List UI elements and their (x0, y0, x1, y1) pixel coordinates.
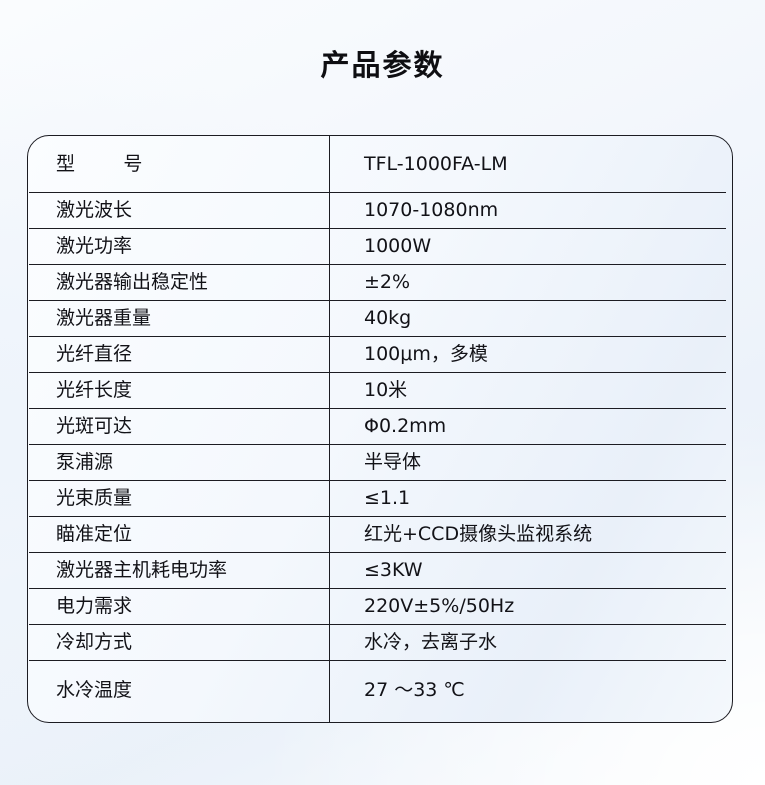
spec-value: 27 ～33 ℃ (364, 679, 465, 701)
table-row: 电力需求 220V±5%/50Hz (28, 588, 732, 624)
spec-label: 瞄准定位 (56, 522, 133, 545)
spec-value: 1070-1080nm (364, 198, 499, 221)
spec-table-panel: 型 号 TFL-1000FA-LM 激光波长 1070-1080nm 激光功率 1000W… (27, 135, 733, 723)
spec-value: 半导体 (364, 450, 422, 473)
spec-value: 红光+CCD摄像头监视系统 (364, 522, 593, 545)
row-divider (29, 516, 726, 517)
row-divider (29, 444, 726, 445)
spec-value: 40kg (364, 306, 412, 329)
row-divider (29, 624, 726, 625)
row-divider (29, 660, 726, 661)
spec-label: 泵浦源 (56, 450, 114, 473)
table-row: 激光功率 1000W (28, 228, 732, 264)
table-row: 激光器输出稳定性 ±2% (28, 264, 732, 300)
table-row: 水冷温度 27 ～33 ℃ (28, 660, 732, 722)
spec-label: 激光器主机耗电功率 (56, 558, 228, 581)
row-divider (29, 408, 726, 409)
spec-value: 水冷，去离子水 (364, 630, 498, 653)
table-row: 激光器重量 40kg (28, 300, 732, 336)
table-row: 光斑可达 Φ0.2mm (28, 408, 732, 444)
spec-label: 激光功率 (56, 234, 133, 257)
spec-table-rows: 型 号 TFL-1000FA-LM 激光波长 1070-1080nm 激光功率 1000W… (28, 136, 732, 722)
table-row: 瞄准定位 红光+CCD摄像头监视系统 (28, 516, 732, 552)
table-row: 光束质量 ≤1.1 (28, 480, 732, 516)
table-row: 冷却方式 水冷，去离子水 (28, 624, 732, 660)
row-divider (29, 588, 726, 589)
spec-value: 10米 (364, 378, 408, 401)
row-divider (29, 192, 726, 193)
spec-value: Φ0.2mm (364, 414, 447, 437)
spec-value: ≤3KW (364, 558, 423, 581)
spec-value: TFL-1000FA-LM (364, 152, 508, 175)
column-divider (329, 136, 330, 722)
spec-label: 水冷温度 (56, 679, 133, 701)
spec-label: 激光波长 (56, 198, 133, 221)
row-divider (29, 372, 726, 373)
table-row: 激光器主机耗电功率 ≤3KW (28, 552, 732, 588)
spec-label: 激光器输出稳定性 (56, 270, 209, 293)
table-row: 光纤直径 100μm，多模 (28, 336, 732, 372)
page-title: 产品参数 (320, 48, 445, 82)
row-divider (29, 552, 726, 553)
spec-label: 冷却方式 (56, 630, 133, 653)
table-row: 型 号 TFL-1000FA-LM (28, 136, 732, 192)
row-divider (29, 264, 726, 265)
row-divider (29, 228, 726, 229)
spec-value: ±2% (364, 270, 411, 293)
spec-label: 光纤直径 (56, 342, 133, 365)
spec-label: 电力需求 (56, 594, 133, 617)
spec-label: 光束质量 (56, 486, 133, 509)
spec-label: 光纤长度 (56, 378, 133, 401)
table-row: 光纤长度 10米 (28, 372, 732, 408)
spec-value: 220V±5%/50Hz (364, 594, 515, 617)
spec-label: 光斑可达 (56, 414, 133, 437)
table-row: 激光波长 1070-1080nm (28, 192, 732, 228)
spec-value: 1000W (364, 234, 432, 257)
table-row: 泵浦源 半导体 (28, 444, 732, 480)
row-divider (29, 300, 726, 301)
row-divider (29, 480, 726, 481)
spec-label: 型 号 (56, 152, 143, 175)
spec-value: ≤1.1 (364, 486, 411, 509)
spec-label: 激光器重量 (56, 306, 152, 329)
spec-value: 100μm，多模 (364, 342, 488, 365)
row-divider (29, 336, 726, 337)
